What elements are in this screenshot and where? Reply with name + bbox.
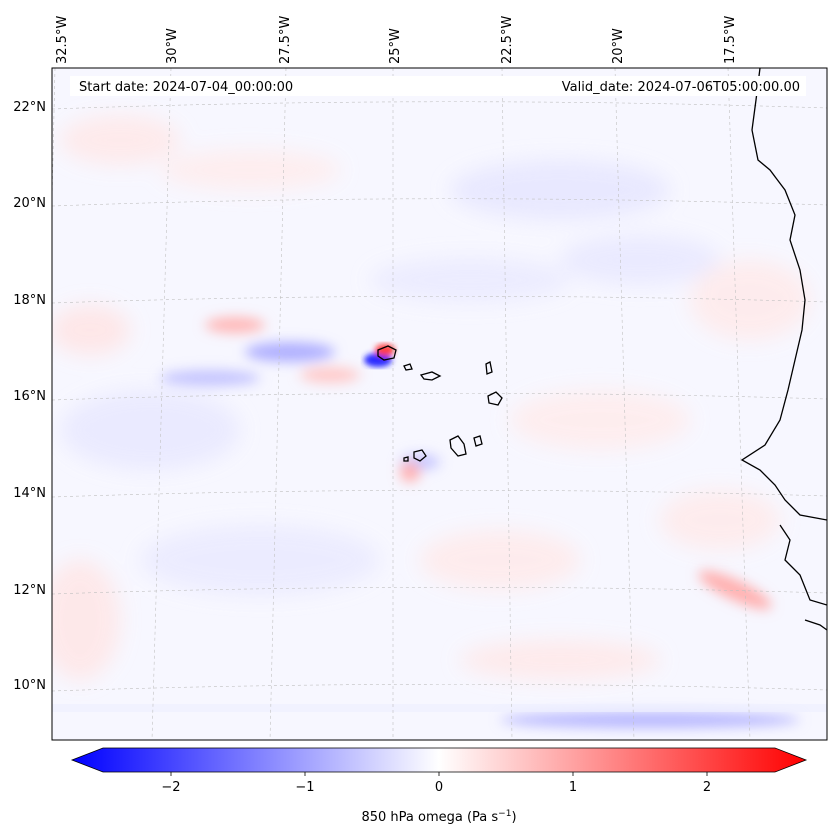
colorbar-label-main: 850 hPa omega (Pa s: [361, 810, 498, 825]
colorbar-label-close: ): [511, 810, 516, 825]
sal-island: [485, 361, 493, 375]
colorbar: −2 −1 0 1 2 850 hPa omega (Pa s−1): [70, 747, 808, 825]
longitude-labels: 32.5°W 30°W 27.5°W 25°W 22.5°W 20°W 17.5…: [55, 16, 738, 64]
sao-vicente-island: [403, 363, 413, 371]
lon-label: 22.5°W: [500, 16, 515, 64]
lon-label: 27.5°W: [278, 16, 293, 64]
colorbar-tick-label: 0: [435, 780, 443, 795]
maio-island: [473, 435, 483, 447]
colorbar-tick-label: 1: [569, 780, 577, 795]
cape-verde-islands: [377, 345, 503, 462]
colorbar-ticks: [170, 772, 708, 776]
lon-label: 30°W: [165, 28, 180, 64]
start-date-label: Start date: 2024-07-04_00:00:00: [79, 80, 293, 95]
boa-vista-island: [487, 391, 503, 406]
colorbar-bar: [70, 747, 808, 773]
gridlines: [52, 68, 827, 740]
lat-label: 14°N: [13, 486, 46, 501]
map-panel: Start date: 2024-07-04_00:00:00 Valid_da…: [51, 67, 828, 741]
lat-label: 12°N: [13, 583, 46, 598]
colorbar-label-superscript: −1: [498, 809, 511, 819]
lat-label: 18°N: [13, 293, 46, 308]
lat-label: 22°N: [13, 100, 46, 115]
valid-date-label: Valid_date: 2024-07-06T05:00:00.00: [562, 80, 800, 95]
colorbar-tick-label: −2: [161, 780, 180, 795]
santo-antao-island: [377, 345, 397, 361]
map-frame: [51, 67, 828, 741]
lat-label: 10°N: [13, 678, 46, 693]
colorbar-label: 850 hPa omega (Pa s−1): [361, 809, 516, 825]
latitude-labels: 22°N 20°N 18°N 16°N 14°N 12°N 10°N: [13, 100, 46, 693]
colorbar-tick-label: −1: [295, 780, 314, 795]
brava-island: [403, 456, 409, 462]
lat-label: 16°N: [13, 389, 46, 404]
santiago-island: [449, 435, 467, 457]
lon-label: 32.5°W: [55, 16, 70, 64]
colorbar-tick-label: 2: [703, 780, 711, 795]
lon-label: 25°W: [388, 28, 403, 64]
lon-label: 20°W: [611, 28, 626, 64]
omega-field: [52, 115, 827, 728]
sao-nicolau-island: [419, 371, 442, 381]
lon-label: 17.5°W: [723, 16, 738, 64]
header-strip: [70, 76, 806, 96]
fogo-island: [413, 449, 427, 462]
lat-label: 20°N: [13, 196, 46, 211]
coastline: [740, 68, 827, 631]
